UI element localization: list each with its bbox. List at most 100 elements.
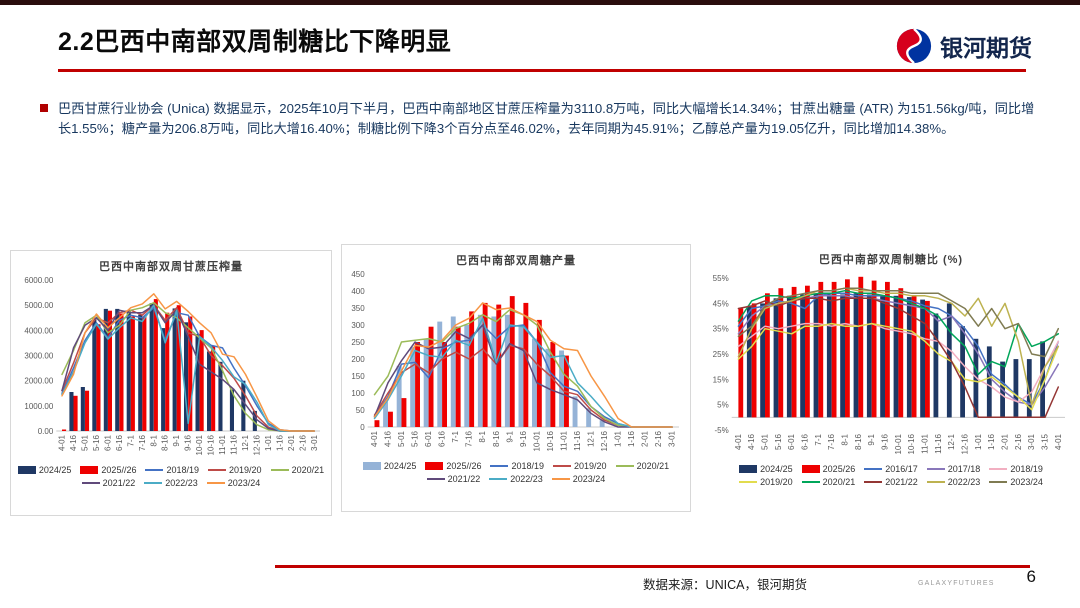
- legend-item-2025//26: 2025//26: [80, 465, 136, 475]
- legend-item-2018/19: 2018/19: [989, 464, 1043, 474]
- legend-item-2024/25: 2024/25: [739, 464, 793, 474]
- legend-line-swatch-2021/22: [426, 477, 445, 481]
- legend-item-2024/25: 2024/25: [17, 465, 71, 475]
- legend-line-swatch-2021/22: [81, 481, 100, 485]
- legend-item-2021/22: 2021/22: [864, 477, 918, 487]
- line-series-2022/23: [373, 317, 673, 428]
- svg-text:8-16: 8-16: [161, 434, 170, 451]
- legend-item-2020/21: 2020/21: [615, 461, 669, 471]
- svg-text:10-01: 10-01: [195, 434, 204, 455]
- svg-text:6-01: 6-01: [787, 433, 796, 450]
- svg-text:450: 450: [351, 270, 365, 279]
- y-axis-labels: -5% 5% 15% 25% 35% 45% 55%: [713, 274, 729, 435]
- svg-text:400: 400: [351, 287, 365, 296]
- svg-text:9-1: 9-1: [867, 433, 876, 445]
- legend-label: 2022/23: [510, 474, 543, 484]
- chart-title-crush-volume: 巴西中南部双周甘蔗压榨量: [99, 261, 243, 273]
- summary-block: 巴西甘蔗行业协会 (Unica) 数据显示，2025年10月下半月，巴西中南部地…: [40, 99, 1044, 140]
- legend-label: 2018/19: [511, 461, 545, 471]
- chart-title-sugar-mix-ratio: 巴西中南部双周制糖比 (%): [818, 254, 964, 266]
- svg-text:2-16: 2-16: [654, 430, 663, 447]
- legend-line-swatch-2019/20: [739, 480, 758, 484]
- legend-label: 2021/22: [447, 474, 481, 484]
- svg-text:11-16: 11-16: [573, 430, 582, 450]
- galaxy-swirl-icon: [896, 28, 932, 64]
- svg-text:-5%: -5%: [714, 426, 728, 435]
- svg-text:150: 150: [351, 372, 365, 381]
- line-series-2018/19: [737, 322, 1060, 403]
- svg-text:5-16: 5-16: [92, 434, 101, 451]
- svg-text:6000.00: 6000.00: [24, 276, 53, 285]
- svg-text:1-01: 1-01: [614, 430, 623, 447]
- line-series-2020/21: [737, 289, 1060, 376]
- legend-bar-swatch-2024/25: [17, 466, 36, 474]
- svg-text:6-01: 6-01: [424, 430, 433, 447]
- legend-line-swatch-2019/20: [208, 468, 227, 472]
- legend-item-2020/21: 2020/21: [801, 477, 856, 487]
- bullet-marker: [40, 104, 48, 112]
- footer-brand: GALAXYFUTURES: [918, 580, 995, 587]
- legend-item-2019/20: 2019/20: [739, 477, 793, 487]
- svg-text:8-1: 8-1: [841, 433, 850, 445]
- svg-text:2-16: 2-16: [1014, 433, 1023, 450]
- svg-text:200: 200: [351, 355, 365, 364]
- legend-item-2023/24: 2023/24: [989, 477, 1043, 487]
- svg-text:9-1: 9-1: [172, 434, 181, 446]
- legend-item-2018/19: 2018/19: [145, 465, 199, 475]
- legend-label: 2020/21: [822, 477, 856, 487]
- legend-item-2022/23: 2022/23: [926, 477, 981, 487]
- legend-label: 2021/22: [885, 477, 918, 487]
- legend-item-2016/17: 2016/17: [864, 464, 918, 474]
- svg-text:11-01: 11-01: [218, 434, 227, 454]
- legend-line-swatch-2018/19: [145, 468, 164, 472]
- bar-series-2025/26: [738, 276, 930, 418]
- line-series-2023/24: [373, 302, 673, 428]
- legend-item-2020/21: 2020/21: [270, 465, 324, 475]
- legend-line-swatch-2023/24: [206, 481, 225, 485]
- legend-label: 2019/20: [760, 477, 793, 487]
- legend-line-swatch-2021/22: [864, 480, 883, 484]
- chart-plot-crush-volume: 0.00 1000.00 2000.00 3000.00 4000.00 5000.00 6…: [24, 276, 320, 455]
- svg-text:5-16: 5-16: [411, 430, 420, 447]
- svg-text:1000.00: 1000.00: [24, 402, 53, 411]
- legend-item-2023/24: 2023/24: [551, 474, 605, 484]
- legend-label: 2025//26: [101, 465, 137, 475]
- legend-line-swatch-2018/19: [989, 467, 1008, 471]
- legend-item-2019/20: 2019/20: [553, 461, 607, 471]
- legend-line-swatch-2022/23: [489, 477, 508, 481]
- legend-line-swatch-2020/21: [270, 468, 289, 472]
- svg-text:9-16: 9-16: [881, 433, 890, 450]
- svg-text:8-1: 8-1: [149, 434, 158, 446]
- svg-text:50: 50: [356, 406, 365, 415]
- chart-plot-sugar-output: 0 50 100 150 200 250 300 350 400 450 4-01 4-16 5-01 5…: [351, 270, 679, 451]
- svg-text:1-16: 1-16: [275, 434, 284, 451]
- legend-item-2021/22: 2021/22: [426, 474, 481, 484]
- legend-label: 2019/20: [229, 465, 262, 475]
- svg-text:4-16: 4-16: [69, 434, 78, 451]
- legend-item-2022/23: 2022/23: [489, 474, 543, 484]
- legend-item-2022/23: 2022/23: [144, 478, 198, 488]
- legend-item-2019/20: 2019/20: [208, 465, 262, 475]
- svg-text:55%: 55%: [713, 274, 729, 283]
- svg-text:7-16: 7-16: [138, 434, 147, 451]
- chart-panel-sugar-mix-ratio: 巴西中南部双周制糖比 (%) -5% 5% 15% 25% 35% 45% 55% 4-01 4…: [706, 244, 1076, 520]
- x-axis-labels: 4-01 4-16 5-01 5-16 6-01 6-16 7-1 7-16 8-1 8-16 9-…: [370, 430, 677, 451]
- legend-label: 2022/23: [947, 477, 981, 487]
- svg-text:0: 0: [360, 423, 365, 432]
- data-source: 数据来源：UNICA，银河期货: [643, 578, 807, 592]
- svg-text:1-16: 1-16: [627, 430, 636, 447]
- title-underline: [58, 69, 1026, 72]
- svg-text:11-16: 11-16: [230, 434, 239, 454]
- svg-text:7-1: 7-1: [126, 434, 135, 446]
- line-series-2023/24: [61, 293, 316, 432]
- svg-text:1-01: 1-01: [264, 434, 273, 451]
- line-series-2022/23: [61, 304, 316, 432]
- legend-label: 2024/25: [383, 461, 417, 471]
- legend-line-swatch-2022/23: [926, 480, 945, 484]
- svg-text:10-01: 10-01: [532, 430, 541, 451]
- legend-label: 2018/19: [1010, 464, 1043, 474]
- svg-text:15%: 15%: [713, 375, 729, 384]
- svg-text:2000.00: 2000.00: [24, 377, 53, 386]
- line-series-2021/22: [61, 304, 316, 432]
- svg-text:12-16: 12-16: [961, 433, 970, 454]
